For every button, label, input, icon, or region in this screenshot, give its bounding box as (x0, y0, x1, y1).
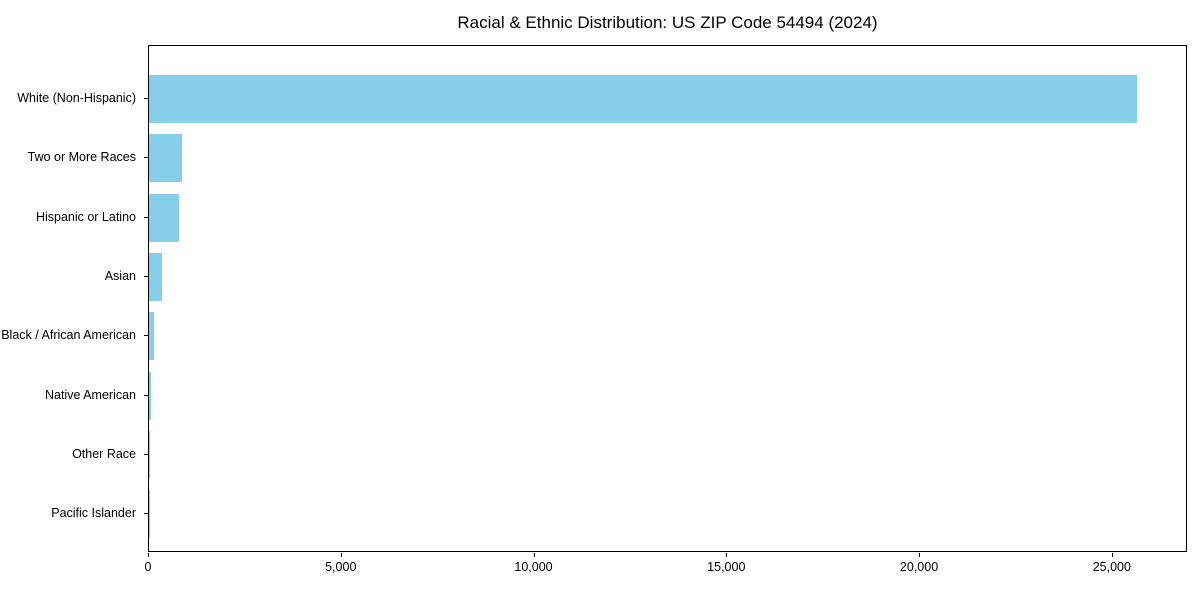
x-tick-mark (726, 553, 728, 557)
y-tick-label: Other Race (72, 446, 136, 461)
y-tick-mark (144, 335, 148, 337)
bar-other-race (149, 430, 150, 479)
y-tick-mark (144, 98, 148, 99)
x-tick-mark (1111, 553, 1113, 557)
y-tick-label: Two or More Races (27, 150, 136, 165)
x-tick-mark (340, 553, 342, 557)
y-tick-label: Native American (44, 387, 136, 402)
bar-asian (149, 252, 163, 301)
bar-black-african-american (149, 312, 155, 361)
y-tick-mark (144, 513, 148, 515)
x-tick-label: 10,000 (514, 560, 553, 574)
plot-area (148, 45, 1187, 552)
bar-hispanic-or-latino (149, 193, 180, 242)
y-tick-label: Asian (104, 268, 136, 283)
x-tick-mark (533, 553, 535, 557)
x-tick-mark (919, 553, 921, 557)
x-tick-label: 5,000 (325, 560, 357, 574)
bar-native-american (149, 371, 151, 420)
y-tick-label: Hispanic or Latino (35, 209, 136, 224)
y-tick-label: Black / African American (1, 328, 136, 343)
y-tick-label: White (Non-Hispanic) (17, 91, 136, 105)
y-tick-mark (144, 275, 148, 277)
bar-white-non-hispanic (149, 75, 1137, 123)
bar-two-or-more-races (149, 134, 182, 183)
x-tick-label: 0 (144, 560, 152, 574)
x-tick-label: 15,000 (707, 560, 746, 574)
x-tick-mark (148, 553, 149, 557)
y-tick-mark (144, 216, 148, 218)
chart-title: Racial & Ethnic Distribution: US ZIP Cod… (457, 13, 878, 32)
y-tick-mark (144, 394, 148, 396)
x-tick-label: 20,000 (899, 560, 939, 574)
y-tick-mark (144, 157, 148, 159)
x-tick-label: 25,000 (1092, 560, 1131, 574)
y-tick-mark (144, 453, 148, 455)
y-tick-label: Pacific Islander (51, 506, 136, 521)
